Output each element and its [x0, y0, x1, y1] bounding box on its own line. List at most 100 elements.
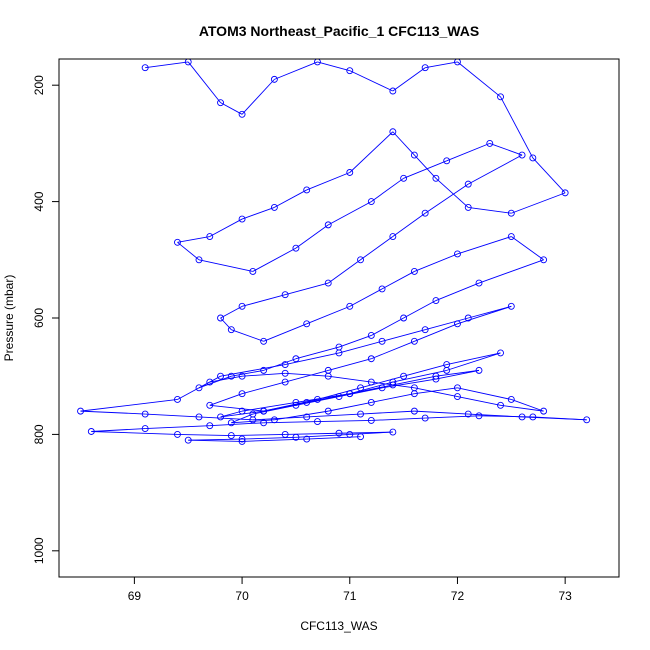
- y-tick-label: 200: [32, 75, 46, 95]
- data-point: [238, 215, 246, 223]
- y-tick-label: 600: [32, 308, 46, 328]
- series-segment: [371, 317, 404, 336]
- series-segment: [285, 432, 340, 435]
- data-point: [367, 355, 375, 363]
- data-point: [238, 302, 246, 310]
- series-segment: [478, 415, 533, 418]
- series-segment: [371, 340, 415, 360]
- data-point: [260, 419, 268, 427]
- series-segment: [187, 61, 221, 103]
- series-segment: [328, 201, 372, 226]
- data-point: [389, 128, 397, 136]
- series-segment: [220, 102, 243, 115]
- data-point: [270, 416, 278, 424]
- series-lines: [80, 61, 587, 442]
- data-point: [195, 256, 203, 264]
- data-point: [421, 209, 429, 217]
- data-point: [217, 314, 224, 322]
- series-segment: [209, 404, 264, 412]
- data-point: [540, 407, 548, 415]
- y-tick-label: 400: [32, 191, 46, 211]
- data-point: [454, 393, 461, 401]
- data-point: [195, 384, 203, 392]
- data-point: [281, 361, 289, 369]
- series-segment: [338, 335, 372, 348]
- data-point: [518, 151, 526, 159]
- series-segment: [242, 372, 286, 377]
- series-segment: [446, 352, 501, 366]
- data-point: [303, 413, 311, 421]
- data-point: [324, 279, 332, 287]
- series-segment: [392, 212, 426, 237]
- series-segment: [392, 369, 447, 383]
- series-segment: [414, 154, 437, 179]
- data-point: [389, 378, 397, 386]
- series-segment: [457, 305, 512, 325]
- series-segment: [306, 305, 350, 325]
- data-point: [292, 401, 300, 409]
- series-segment: [295, 396, 340, 406]
- data-point: [346, 430, 354, 438]
- series-segment: [263, 323, 307, 342]
- data-point: [260, 407, 268, 415]
- series-segment: [306, 413, 361, 418]
- series-segment: [145, 413, 200, 418]
- data-point: [238, 372, 246, 380]
- series-segment: [220, 305, 243, 319]
- data-point: [217, 413, 224, 421]
- series-segment: [392, 375, 437, 386]
- data-point: [270, 203, 278, 211]
- data-point: [529, 154, 537, 162]
- series-segment: [489, 142, 523, 156]
- x-tick-label: 69: [128, 589, 142, 603]
- series-segment: [91, 428, 146, 432]
- series-segment: [414, 387, 458, 398]
- data-point: [346, 390, 354, 398]
- series-segment: [242, 436, 296, 440]
- data-point: [389, 87, 397, 95]
- data-point: [141, 425, 149, 433]
- series-segment: [220, 317, 232, 330]
- series-segment: [360, 236, 394, 261]
- series-segment: [306, 436, 361, 440]
- series-segment: [252, 416, 307, 421]
- data-point: [303, 320, 311, 328]
- series-segment: [371, 393, 415, 403]
- series-segment: [468, 154, 523, 185]
- series-segment: [511, 399, 544, 412]
- data-point: [443, 366, 451, 374]
- series-segment: [198, 416, 253, 421]
- series-segment: [285, 282, 329, 296]
- data-point: [314, 396, 321, 403]
- data-point: [281, 291, 289, 299]
- series-segment: [435, 282, 480, 301]
- series-segment: [306, 172, 350, 191]
- plot-frame: [58, 58, 620, 578]
- series-segment: [403, 364, 447, 377]
- data-point: [367, 198, 375, 206]
- series-segment: [274, 189, 307, 208]
- series-segment: [241, 294, 286, 307]
- series-segment: [457, 61, 501, 98]
- data-point: [335, 349, 343, 357]
- series-segment: [414, 410, 469, 415]
- data-point: [281, 430, 289, 438]
- series-segment: [328, 375, 372, 383]
- series-segment: [425, 317, 469, 331]
- data-point: [378, 285, 386, 293]
- data-point: [400, 314, 408, 322]
- x-tick-label: 71: [343, 589, 357, 603]
- series-segment: [392, 131, 415, 156]
- series-segment: [349, 431, 393, 435]
- series-segment: [241, 79, 275, 115]
- data-point: [410, 407, 418, 415]
- data-point: [303, 186, 311, 194]
- data-point: [410, 151, 418, 159]
- series-segment: [468, 206, 512, 214]
- series-segment: [403, 300, 437, 319]
- data-point: [454, 250, 461, 258]
- data-point: [507, 233, 515, 240]
- series-segment: [295, 393, 350, 403]
- chart-title: ATOM3 Northeast_Pacific_1 CFC113_WAS: [199, 23, 479, 39]
